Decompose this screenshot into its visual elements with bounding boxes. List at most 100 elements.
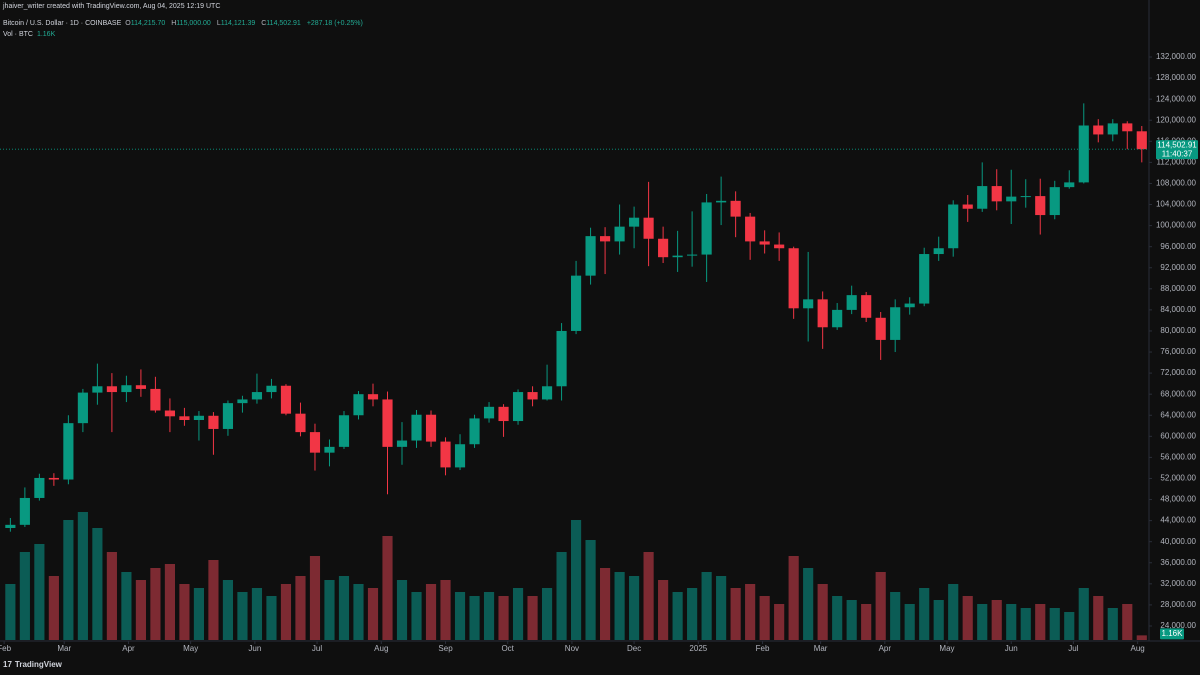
y-tick-label: 44,000.00 xyxy=(1160,516,1196,525)
candle-body xyxy=(774,244,785,249)
attribution: jhaiver_writer created with TradingView.… xyxy=(3,3,221,10)
candle-body xyxy=(614,226,625,242)
volume-bar xyxy=(1020,608,1031,640)
volume-bar xyxy=(396,580,408,640)
y-tick-label: 104,000.00 xyxy=(1156,200,1197,209)
volume-bar xyxy=(904,604,915,640)
candle-body xyxy=(788,248,799,309)
x-tick-label: Nov xyxy=(565,644,579,653)
volume-bar xyxy=(251,588,263,640)
volume-bar xyxy=(658,580,669,640)
logo: 17 xyxy=(3,660,12,669)
candle-body xyxy=(716,200,727,203)
volume-bar xyxy=(1064,612,1075,640)
volume-bar xyxy=(193,588,205,640)
candle-body xyxy=(280,385,292,414)
candle-body xyxy=(19,497,30,525)
candle-body xyxy=(193,415,205,420)
candle-body xyxy=(1006,196,1017,202)
candle-body xyxy=(817,299,828,328)
y-tick-label: 120,000.00 xyxy=(1156,115,1197,124)
candle-body xyxy=(5,524,16,528)
close-value: 114,502.91 xyxy=(266,20,301,27)
candle-body xyxy=(1107,123,1118,135)
x-tick-label: Jun xyxy=(1005,644,1018,653)
y-tick-label: 72,000.00 xyxy=(1160,368,1196,377)
brand: TradingView xyxy=(14,660,62,669)
volume-bar xyxy=(483,592,495,640)
y-tick-label: 128,000.00 xyxy=(1156,73,1197,82)
y-tick-label: 132,000.00 xyxy=(1156,52,1197,61)
candle-body xyxy=(454,444,466,468)
candle-body xyxy=(1064,182,1075,188)
volume-bar xyxy=(774,604,785,640)
volume-bar xyxy=(614,572,625,640)
volume-bar xyxy=(295,576,306,640)
x-tick-label: 2025 xyxy=(689,644,707,653)
x-tick-label: Mar xyxy=(57,644,71,653)
x-tick-label: Jul xyxy=(1068,644,1078,653)
volume-bar xyxy=(977,604,988,640)
volume-bar xyxy=(440,580,451,640)
last-price-label: 114,502.91 xyxy=(1157,140,1197,149)
volume-bar xyxy=(1049,608,1060,640)
candle-body xyxy=(266,385,277,393)
candle-body xyxy=(396,440,408,447)
volume-bar xyxy=(266,596,277,640)
candle-body xyxy=(367,394,379,400)
candle-body xyxy=(121,385,132,393)
candle-body xyxy=(846,295,857,310)
x-tick-label: May xyxy=(939,644,954,653)
volume-bar xyxy=(77,512,88,640)
y-tick-label: 24,000.00 xyxy=(1160,621,1196,630)
x-tick-label: Aug xyxy=(374,644,388,653)
volume-bar xyxy=(541,588,553,640)
volume-bar xyxy=(788,556,799,640)
candle-body xyxy=(643,217,654,239)
volume-bar xyxy=(135,580,146,640)
x-tick-label: Sep xyxy=(438,644,453,653)
volume-bar xyxy=(411,592,422,640)
volume-bar xyxy=(324,580,335,640)
candle-body xyxy=(251,392,263,400)
x-tick-label: Dec xyxy=(627,644,641,653)
y-tick-label: 56,000.00 xyxy=(1160,453,1196,462)
volume-bar xyxy=(556,552,567,640)
candle-body xyxy=(948,204,959,249)
volume-bar xyxy=(672,592,683,640)
volume-bar xyxy=(164,564,175,640)
volume-bar xyxy=(1035,604,1046,640)
volume-bar xyxy=(512,588,524,640)
candle-body xyxy=(759,241,770,245)
x-tick-label: Feb xyxy=(0,644,12,653)
volume-bar xyxy=(1006,604,1017,640)
close-key: C xyxy=(261,20,267,27)
candle-body xyxy=(861,295,872,318)
volume-bar xyxy=(92,528,103,640)
volume-bar xyxy=(382,536,393,640)
candle-body xyxy=(1122,123,1133,132)
volume-bar xyxy=(353,584,364,640)
volume-bar xyxy=(933,600,944,640)
candle-body xyxy=(135,385,146,389)
y-tick-label: 108,000.00 xyxy=(1156,179,1197,188)
volume-bar xyxy=(237,592,248,640)
volume-bar xyxy=(280,584,292,640)
volume-bar xyxy=(846,600,857,640)
y-tick-label: 64,000.00 xyxy=(1160,410,1196,419)
candle-body xyxy=(875,317,886,340)
volume-bar xyxy=(5,584,16,640)
y-tick-label: 68,000.00 xyxy=(1160,389,1196,398)
candle-body xyxy=(34,477,45,498)
candle-body xyxy=(469,418,480,445)
x-tick-label: Mar xyxy=(814,644,828,653)
x-tick-label: Jul xyxy=(312,644,322,653)
volume-bar xyxy=(803,568,814,640)
open-key: O xyxy=(125,20,131,27)
volume-bar xyxy=(759,596,770,640)
volume-bar xyxy=(861,604,872,640)
candle-body xyxy=(309,432,321,453)
volume-bar xyxy=(121,572,132,640)
